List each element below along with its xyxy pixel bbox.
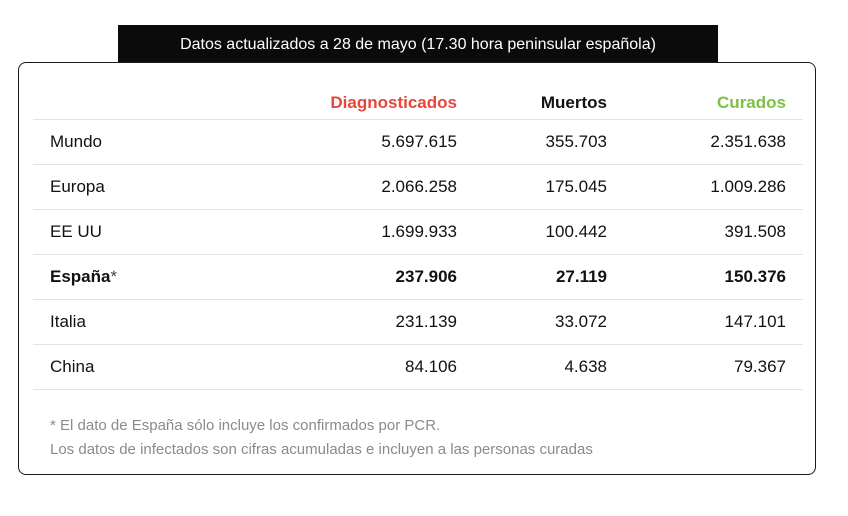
row-name: España * <box>50 255 117 299</box>
row-curados: 79.367 <box>734 357 786 376</box>
row-diagnosticados: 231.139 <box>395 312 457 331</box>
header-curados: Curados <box>717 93 786 112</box>
table-row: Europa 2.066.258 175.045 1.009.286 <box>33 165 803 210</box>
row-muertos: 33.072 <box>555 312 607 331</box>
row-name: Italia <box>50 312 86 331</box>
row-name: EE UU <box>50 222 102 241</box>
header-muertos: Muertos <box>540 93 607 112</box>
row-diagnosticados: 237.906 <box>395 267 457 286</box>
footnote-mark: * <box>110 267 118 286</box>
row-curados: 391.508 <box>724 222 786 241</box>
data-table: Diagnosticados Muertos Curados Mundo 5.6… <box>33 93 803 390</box>
footnotes: * El dato de España sólo incluye los con… <box>50 414 593 462</box>
row-curados: 147.101 <box>724 312 786 331</box>
row-diagnosticados: 2.066.258 <box>381 177 457 196</box>
update-banner: Datos actualizados a 28 de mayo (17.30 h… <box>118 25 718 64</box>
row-name: China <box>50 357 95 376</box>
row-name: Europa <box>50 177 105 196</box>
row-muertos: 27.119 <box>555 267 607 286</box>
row-muertos: 355.703 <box>545 132 607 151</box>
row-muertos: 4.638 <box>564 357 607 376</box>
row-curados: 1.009.286 <box>710 177 786 196</box>
header-diagnosticados: Diagnosticados <box>330 93 457 112</box>
table-row: China 84.106 4.638 79.367 <box>33 345 803 390</box>
table-row: EE UU 1.699.933 100.442 391.508 <box>33 210 803 255</box>
row-name-text: España <box>50 267 111 286</box>
row-diagnosticados: 84.106 <box>405 357 457 376</box>
footnote-pcr: * El dato de España sólo incluye los con… <box>50 417 441 434</box>
table-header: Diagnosticados Muertos Curados <box>33 93 803 120</box>
table-row: Mundo 5.697.615 355.703 2.351.638 <box>33 120 803 165</box>
row-muertos: 175.045 <box>545 177 607 196</box>
row-curados: 2.351.638 <box>710 132 786 151</box>
row-diagnosticados: 5.697.615 <box>381 132 457 151</box>
table-row: Italia 231.139 33.072 147.101 <box>33 300 803 345</box>
table-row-highlight: España * 237.906 27.119 150.376 <box>33 255 803 300</box>
row-muertos: 100.442 <box>545 222 607 241</box>
data-card: Diagnosticados Muertos Curados Mundo 5.6… <box>18 62 816 475</box>
footnote-cumulative: Los datos de infectados son cifras acumu… <box>50 441 593 458</box>
row-diagnosticados: 1.699.933 <box>381 222 457 241</box>
row-curados: 150.376 <box>724 267 786 286</box>
row-name: Mundo <box>50 132 102 151</box>
